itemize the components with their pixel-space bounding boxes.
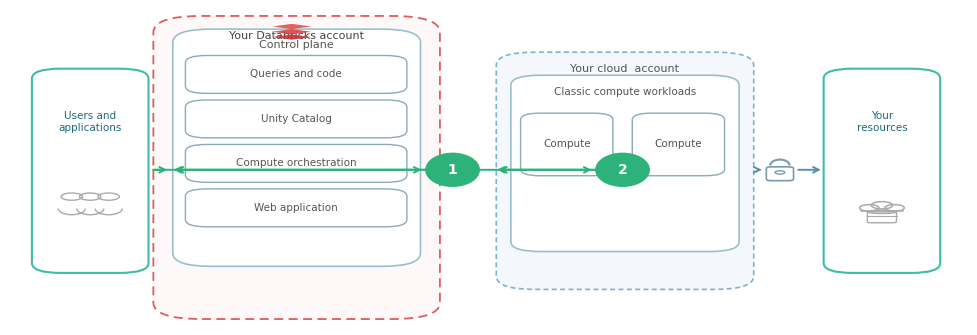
FancyBboxPatch shape <box>511 75 740 252</box>
Text: Users and
applications: Users and applications <box>59 111 122 133</box>
FancyBboxPatch shape <box>186 100 406 138</box>
Text: Compute: Compute <box>655 139 702 149</box>
Ellipse shape <box>596 153 650 186</box>
Text: Control plane: Control plane <box>259 40 334 50</box>
FancyBboxPatch shape <box>186 144 406 182</box>
Polygon shape <box>273 24 312 29</box>
Text: 2: 2 <box>617 163 627 177</box>
FancyBboxPatch shape <box>868 212 897 223</box>
FancyBboxPatch shape <box>173 29 420 266</box>
Polygon shape <box>273 35 312 40</box>
FancyBboxPatch shape <box>496 52 753 289</box>
Text: Classic compute workloads: Classic compute workloads <box>554 87 697 97</box>
FancyBboxPatch shape <box>186 56 406 93</box>
Text: 1: 1 <box>447 163 457 177</box>
Text: Queries and code: Queries and code <box>250 69 342 79</box>
FancyBboxPatch shape <box>153 16 440 319</box>
FancyBboxPatch shape <box>766 167 793 181</box>
FancyBboxPatch shape <box>32 69 149 273</box>
FancyBboxPatch shape <box>632 113 725 176</box>
FancyBboxPatch shape <box>186 189 406 227</box>
Text: Unity Catalog: Unity Catalog <box>261 114 331 124</box>
Ellipse shape <box>426 153 480 186</box>
FancyBboxPatch shape <box>521 113 613 176</box>
Text: Your Databricks account: Your Databricks account <box>230 31 364 42</box>
Text: Your
resources: Your resources <box>857 111 908 133</box>
Text: Web application: Web application <box>254 203 338 213</box>
Text: Compute: Compute <box>543 139 590 149</box>
Text: Your cloud  account: Your cloud account <box>571 64 679 74</box>
Text: Compute orchestration: Compute orchestration <box>235 158 357 169</box>
FancyBboxPatch shape <box>824 69 940 273</box>
Polygon shape <box>273 29 312 35</box>
